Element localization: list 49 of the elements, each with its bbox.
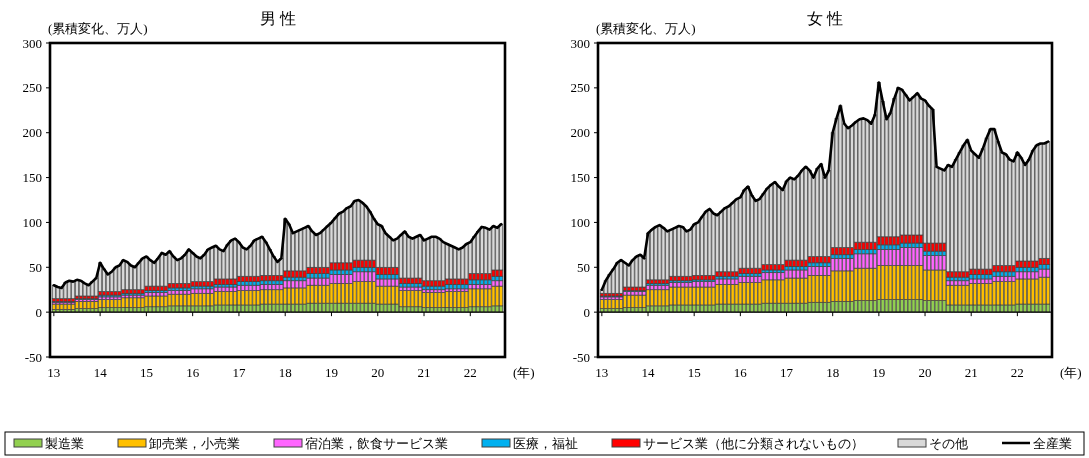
x-tick-label: 13 <box>595 365 609 380</box>
x-tick-label: 18 <box>826 365 840 380</box>
legend-label: 医療，福祉 <box>513 436 578 451</box>
x-tick-label: 18 <box>278 365 292 380</box>
x-tick-label: 17 <box>232 365 246 380</box>
x-tick-label: 15 <box>687 365 701 380</box>
legend-label: サービス業（他に分類されないもの） <box>643 436 864 451</box>
y-tick-label: 50 <box>29 259 42 275</box>
x-tick-label: 14 <box>93 365 108 380</box>
x-tick-label: 21 <box>417 365 431 380</box>
y-tick-label: 0 <box>35 304 42 320</box>
x-tick-label: 21 <box>964 365 978 380</box>
x-tick-label: 20 <box>918 365 932 380</box>
x-tick-label: 17 <box>780 365 794 380</box>
x-axis-title: (年) <box>1060 365 1082 380</box>
y-tick-label: -50 <box>572 349 590 365</box>
x-tick-label: 22 <box>463 365 477 380</box>
y-tick-label: 50 <box>577 259 590 275</box>
y-tick-label: 200 <box>570 125 590 141</box>
x-axis-title: (年) <box>513 365 535 380</box>
y-tick-label: 100 <box>22 214 42 230</box>
legend-label: 卸売業，小売業 <box>149 436 240 451</box>
y-tick-label: 200 <box>22 125 42 141</box>
legend-label: 製造業 <box>45 436 84 451</box>
y-tick-label: 150 <box>22 170 42 186</box>
x-tick-label: 16 <box>733 365 748 380</box>
x-tick-label: 14 <box>641 365 656 380</box>
legend-label: 全産業 <box>1033 436 1072 451</box>
chart-title: 女 性 <box>807 10 843 27</box>
y-tick-label: 150 <box>570 170 590 186</box>
x-tick-label: 16 <box>186 365 200 380</box>
legend-label: その他 <box>929 436 968 451</box>
x-tick-label: 15 <box>139 365 153 380</box>
y-tick-label: 100 <box>570 214 590 230</box>
y-tick-label: 300 <box>570 35 590 51</box>
y-tick-label: 300 <box>22 35 42 51</box>
legend-label: 宿泊業，飲食サービス業 <box>305 436 448 451</box>
chart-title: 男 性 <box>259 10 296 27</box>
y-tick-label: -50 <box>24 349 42 365</box>
y-axis-title: (累積変化、万人) <box>596 21 696 36</box>
x-tick-label: 13 <box>47 365 61 380</box>
x-tick-label: 19 <box>324 365 338 380</box>
y-tick-label: 250 <box>22 80 42 96</box>
y-axis-title: (累積変化、万人) <box>48 21 148 36</box>
y-tick-label: 250 <box>570 80 590 96</box>
x-tick-label: 20 <box>371 365 385 380</box>
x-tick-label: 19 <box>872 365 886 380</box>
y-tick-label: 0 <box>583 304 590 320</box>
x-tick-label: 22 <box>1010 365 1024 380</box>
